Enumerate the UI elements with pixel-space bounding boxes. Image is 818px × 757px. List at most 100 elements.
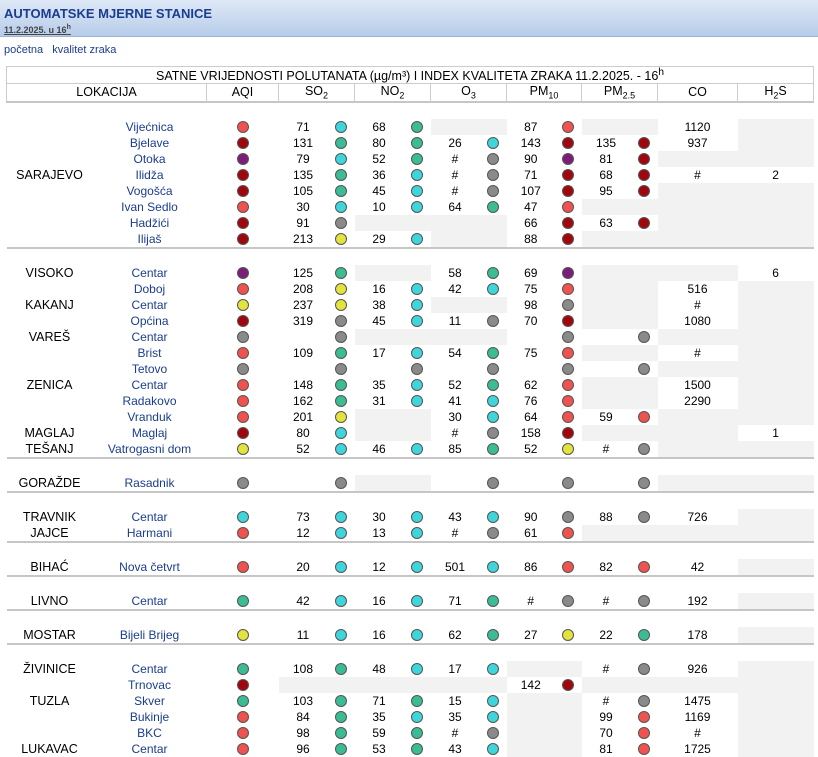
pm25-indicator-dot xyxy=(638,510,650,523)
o3-indicator-dot xyxy=(487,510,499,523)
no2-cell: 80 xyxy=(355,135,431,151)
col-header-pm25: PM2.5 xyxy=(581,83,658,103)
so2-cell: 162 xyxy=(279,393,355,409)
h2s-value xyxy=(737,692,814,709)
aqi-indicator-dot xyxy=(236,727,249,740)
no2-value-wrap: 52 xyxy=(355,151,431,167)
nav-home-link[interactable]: početna xyxy=(4,44,44,56)
pm25-cell: 63 xyxy=(582,215,658,231)
no2-value: 45 xyxy=(372,313,386,328)
o3-value: 52 xyxy=(448,377,462,392)
so2-indicator-dot xyxy=(335,120,347,133)
pm10-value: 69 xyxy=(524,265,538,280)
nav-air-quality-link[interactable]: kvalitet zraka xyxy=(52,44,117,56)
no2-indicator-dot xyxy=(411,526,423,539)
so2-indicator-dot xyxy=(335,330,347,343)
pm10-value-wrap xyxy=(507,329,582,345)
location-cell xyxy=(7,135,93,151)
pm25-value-wrap: 68 xyxy=(582,167,658,183)
o3-indicator-dot xyxy=(487,442,499,455)
table-row: TEŠANJ Vatrogasni dom 52 46 85 52 # xyxy=(7,440,814,458)
o3-indicator-dot xyxy=(487,526,499,539)
aqi-cell xyxy=(207,119,279,135)
location-cell xyxy=(7,409,93,425)
so2-indicator-dot xyxy=(335,200,347,213)
header-date-text: 11.2.2025. u 16 xyxy=(4,25,67,35)
so2-indicator-dot xyxy=(335,594,347,607)
o3-cell: 62 xyxy=(431,627,507,644)
co-value: 937 xyxy=(687,135,708,150)
co-value: 1725 xyxy=(684,741,711,756)
o3-indicator-dot xyxy=(487,266,499,279)
pm25-value-wrap: 99 xyxy=(582,709,658,725)
pm10-value-wrap xyxy=(507,725,582,741)
o3-value-wrap: 62 xyxy=(431,627,507,643)
so2-value-wrap: 213 xyxy=(279,231,355,247)
pm10-indicator-dot xyxy=(562,362,575,375)
so2-cell: 131 xyxy=(279,135,355,151)
no2-indicator-dot xyxy=(411,510,423,523)
so2-value-wrap: 11 xyxy=(279,627,355,643)
pm10-value-wrap: 71 xyxy=(507,167,582,183)
table-title: SATNE VRIJEDNOSTI POLUTANATA (µg/m³) I I… xyxy=(5,65,815,85)
no2-value-wrap xyxy=(355,329,431,345)
pm10-cell: 90 xyxy=(507,509,582,525)
no2-value-wrap: 46 xyxy=(355,441,431,457)
so2-cell: 201 xyxy=(279,409,355,425)
table-row: Trnovac 142 xyxy=(7,676,814,693)
o3-value: 64 xyxy=(448,199,462,214)
pm25-value-wrap: # xyxy=(582,441,658,457)
so2-indicator-dot xyxy=(335,426,347,439)
pm25-indicator-dot xyxy=(638,694,650,707)
h2s-value xyxy=(737,328,814,345)
location-cell xyxy=(7,725,93,741)
no2-cell: 38 xyxy=(355,297,431,313)
pm10-value: 142 xyxy=(520,677,541,692)
pm25-value-wrap xyxy=(582,199,658,215)
station-name: Centar xyxy=(131,661,168,676)
aqi-indicator-dot xyxy=(236,153,249,166)
pm10-value: 47 xyxy=(524,199,538,214)
h2s-value xyxy=(737,724,814,741)
pm25-value: 22 xyxy=(599,627,613,642)
o3-indicator-dot xyxy=(487,168,499,181)
h2s-value xyxy=(737,376,814,393)
station-name: Bjelave xyxy=(129,135,170,150)
h2s-value xyxy=(737,558,814,576)
pm25-value-wrap: 82 xyxy=(582,559,658,575)
no2-cell: 48 xyxy=(355,661,431,677)
so2-indicator-dot xyxy=(335,136,347,149)
o3-value-wrap: 15 xyxy=(431,693,507,709)
o3-indicator-dot xyxy=(487,726,499,739)
so2-indicator-dot xyxy=(335,346,347,359)
aqi-indicator-dot xyxy=(236,527,249,540)
o3-cell xyxy=(430,328,507,345)
no2-indicator-dot xyxy=(411,168,423,181)
separator-cell xyxy=(6,490,814,509)
o3-value-wrap: # xyxy=(431,425,507,441)
h2s-value: 6 xyxy=(772,265,779,280)
o3-cell xyxy=(430,296,507,313)
no2-value: 68 xyxy=(372,119,386,134)
o3-indicator-dot xyxy=(487,560,499,573)
location-cell xyxy=(7,199,93,215)
pm10-indicator-dot xyxy=(562,266,575,279)
o3-cell: # xyxy=(431,425,507,441)
pm10-cell xyxy=(506,740,582,757)
no2-indicator-dot xyxy=(411,378,423,391)
col-header-o3: O3 xyxy=(430,83,507,103)
o3-value: 11 xyxy=(448,313,462,328)
co-value xyxy=(657,264,738,281)
co-value xyxy=(657,360,738,377)
so2-value-wrap: 108 xyxy=(279,661,355,677)
aqi-indicator-dot xyxy=(236,443,249,456)
pm25-value: 95 xyxy=(599,183,613,198)
aqi-cell xyxy=(207,313,279,329)
o3-cell xyxy=(431,361,507,377)
aqi-indicator-dot xyxy=(236,629,249,642)
o3-indicator-dot xyxy=(487,362,499,375)
o3-value: 58 xyxy=(448,265,462,280)
so2-cell: 103 xyxy=(279,693,355,709)
location-cell: VAREŠ xyxy=(28,329,71,344)
pm10-value: 70 xyxy=(524,313,538,328)
